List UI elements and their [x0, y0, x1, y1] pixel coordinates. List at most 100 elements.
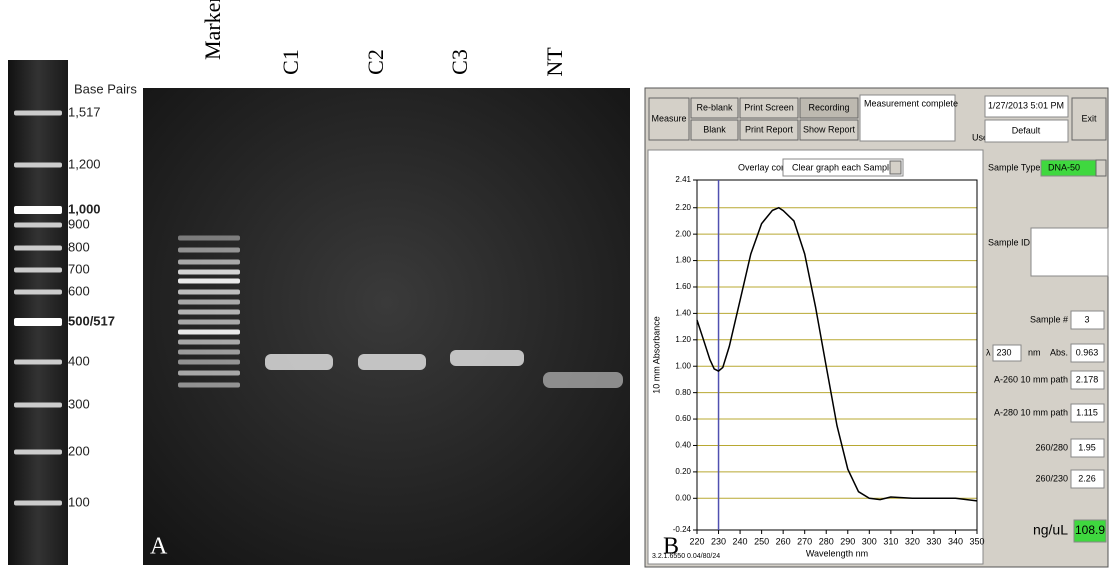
x-tick-label: 350 [969, 536, 984, 546]
date-box [984, 95, 1069, 118]
y-tick-label: 0.80 [675, 388, 691, 397]
ladder-label: 1,200 [68, 156, 101, 171]
value-box [1070, 343, 1105, 363]
value-box [1070, 469, 1105, 489]
overlay-label: Overlay control [738, 162, 799, 172]
value-box [1070, 403, 1105, 423]
marker-band [178, 349, 240, 355]
side-text: nm [1028, 347, 1041, 357]
y-tick-label: 2.41 [675, 175, 691, 184]
ladder-band [14, 318, 62, 326]
x-tick-label: 250 [754, 536, 769, 546]
marker-band [178, 382, 240, 388]
ladder-band [14, 500, 62, 506]
value-box [1070, 370, 1105, 390]
ladder-label: 300 [68, 396, 90, 411]
marker-band [178, 259, 240, 265]
conc-box [1073, 519, 1107, 543]
y-tick-label: 1.00 [675, 361, 691, 370]
side-text: 260/280 [1035, 442, 1068, 452]
lane-label: C1 [278, 49, 303, 75]
marker-band [178, 289, 240, 295]
sample-band [543, 372, 623, 388]
marker-band [178, 235, 240, 241]
y-tick-label: 2.00 [675, 229, 691, 238]
ladder-label: 1,517 [68, 104, 101, 119]
x-tick-label: 260 [776, 536, 791, 546]
button-label[interactable]: Print Report [745, 124, 794, 134]
x-tick-label: 220 [689, 536, 704, 546]
lane-label: NT [542, 47, 567, 77]
ladder-band [14, 359, 62, 365]
ladder-band [14, 449, 62, 455]
sample-band [450, 350, 524, 366]
x-tick-label: 330 [926, 536, 941, 546]
y-tick-label: 0.40 [675, 441, 691, 450]
panel-label: B [663, 534, 679, 560]
side-text: 1.95 [1078, 442, 1096, 452]
side-text: 0.963 [1076, 347, 1099, 357]
version: 3.2.1.6550 0.04/80/24 [652, 553, 720, 560]
side-text: Abs. [1050, 347, 1068, 357]
marker-band [178, 269, 240, 275]
button [648, 97, 690, 141]
dropdown-value: Clear graph each Sample [792, 162, 894, 172]
ladder-label: 600 [68, 283, 90, 298]
marker-band [178, 329, 240, 335]
ladder-label: 1,000 [68, 201, 101, 216]
button [739, 119, 799, 141]
y-tick-label: 1.40 [675, 309, 691, 318]
side-text: 3 [1084, 314, 1089, 324]
user-box [984, 119, 1069, 143]
ladder-band [14, 267, 62, 273]
marker-band [178, 339, 240, 345]
button [1071, 97, 1107, 141]
x-tick-label: 280 [819, 536, 834, 546]
status: Measurement complete [864, 98, 958, 108]
y-tick-label: -0.24 [673, 525, 692, 534]
button [739, 97, 799, 119]
button-label[interactable]: Re-blank [696, 102, 733, 112]
plot-frame [696, 179, 978, 531]
y-tick-label: 0.00 [675, 493, 691, 502]
x-tick-label: 300 [862, 536, 877, 546]
y-axis-label: 10 mm Absorbance [651, 316, 661, 394]
ladder-band [14, 222, 62, 228]
ladder-band [14, 162, 62, 168]
user-label: User [972, 132, 991, 142]
side-text: ng/uL [1033, 522, 1068, 538]
marker-band [178, 359, 240, 365]
ladder-band [14, 245, 62, 251]
marker-band [178, 299, 240, 305]
user: Default [1012, 125, 1041, 135]
ladder-band [14, 402, 62, 408]
panel-label: A [150, 534, 168, 560]
button-label[interactable]: Exit [1081, 113, 1097, 123]
button-label[interactable]: Measure [651, 113, 686, 123]
button-label[interactable]: Recording [808, 102, 849, 112]
value-box [992, 344, 1022, 362]
side-text: 260/230 [1035, 473, 1068, 483]
x-tick-label: 310 [883, 536, 898, 546]
dropdown[interactable] [782, 158, 904, 177]
ladder-band [14, 289, 62, 295]
button [690, 119, 739, 141]
dropdown-arrow [889, 160, 902, 175]
lane-label: C2 [363, 49, 388, 75]
y-tick-label: 1.60 [675, 282, 691, 291]
y-tick-label: 1.20 [675, 335, 691, 344]
button-label[interactable]: Blank [703, 124, 726, 134]
gel [143, 88, 630, 565]
button-label[interactable]: Show Report [803, 124, 856, 134]
ladder-label: 100 [68, 494, 90, 509]
marker-band [178, 309, 240, 315]
x-tick-label: 240 [733, 536, 748, 546]
button-label[interactable]: Print Screen [744, 102, 794, 112]
side-text: Sample ID [988, 237, 1031, 247]
ladder-label: 400 [68, 353, 90, 368]
sample-id-box [1030, 227, 1109, 277]
y-tick-label: 0.20 [675, 467, 691, 476]
value-box [1070, 310, 1105, 330]
x-tick-label: 340 [948, 536, 963, 546]
